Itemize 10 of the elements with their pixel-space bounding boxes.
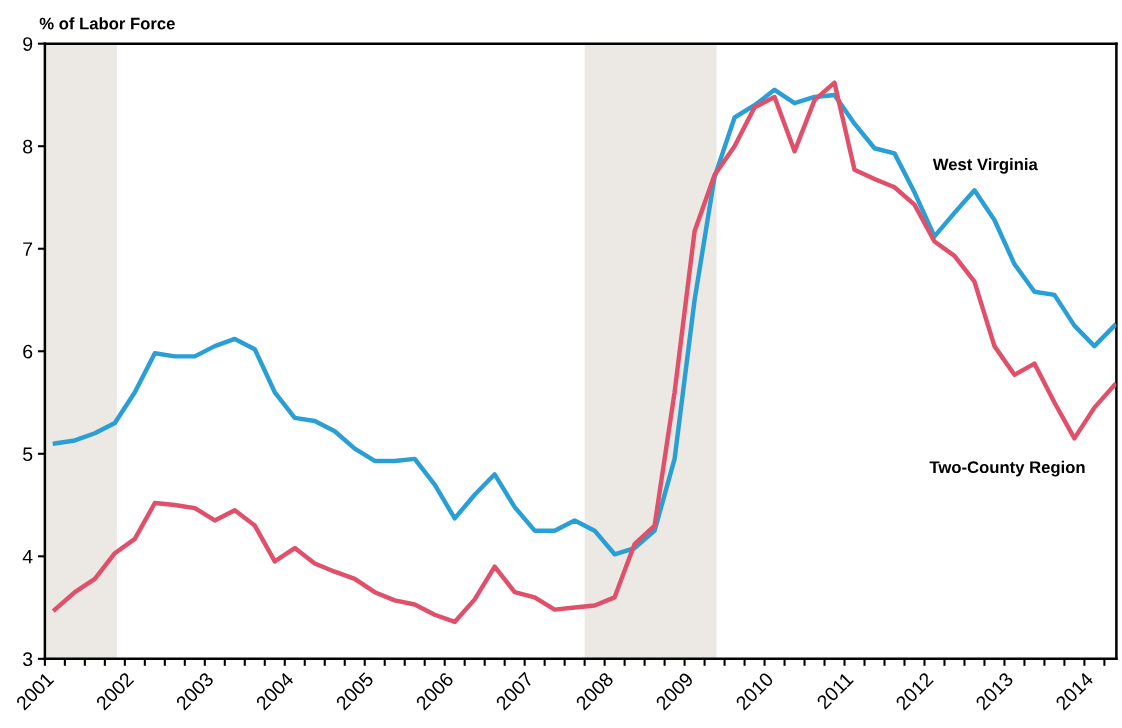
y-tick-label: 6 xyxy=(23,344,33,359)
y-axis-title: % of Labor Force xyxy=(39,17,175,30)
y-tick-label: 3 xyxy=(23,652,33,667)
series-label: West Virginia xyxy=(932,158,1038,174)
y-tick-label: 5 xyxy=(23,447,33,462)
y-tick-label: 9 xyxy=(23,37,33,51)
y-tick-label: 4 xyxy=(22,549,33,564)
y-tick-label: 7 xyxy=(23,242,33,256)
series-label: Two-County Region xyxy=(929,460,1085,477)
y-tick-label: 8 xyxy=(23,139,33,154)
